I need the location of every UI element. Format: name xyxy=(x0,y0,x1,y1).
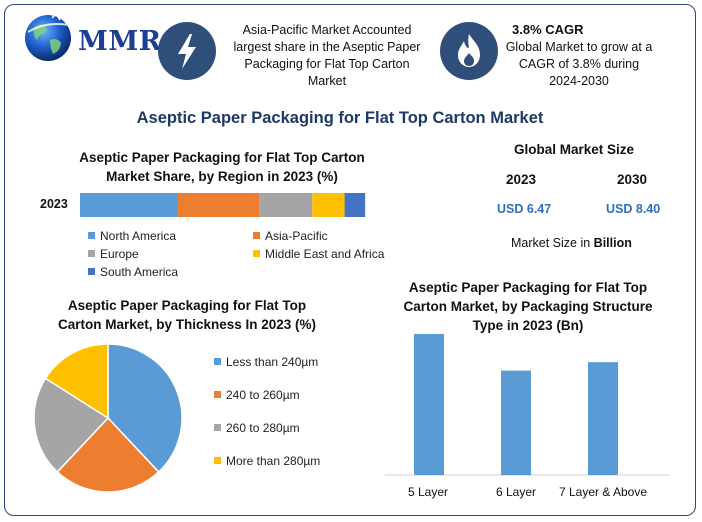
structure-bar-6-layer xyxy=(501,370,531,475)
legend-label: Less than 240µm xyxy=(226,355,319,369)
legend-middle-east-africa: Middle East and Africa xyxy=(253,247,384,261)
legend-label: 260 to 280µm xyxy=(226,421,300,435)
market-value-2030: USD 8.40 xyxy=(606,202,661,216)
market-year-2030: 2030 xyxy=(617,172,648,187)
legend-less-than-240: Less than 240µm xyxy=(214,355,318,369)
legend-label: 240 to 260µm xyxy=(226,388,300,402)
legend-swatch xyxy=(214,457,221,464)
main-title: Aseptic Paper Packaging for Flat Top Car… xyxy=(136,109,544,127)
structure-xlabel-6-layer: 6 Layer xyxy=(495,485,537,499)
legend-europe: Europe xyxy=(88,247,139,261)
region-stacked-bar xyxy=(80,193,366,217)
structure-xlabel-7-layer-above: 7 Layer & Above xyxy=(558,485,648,499)
legend-label: South America xyxy=(100,265,179,279)
legend-label: Asia-Pacific xyxy=(265,229,328,243)
legend-swatch xyxy=(214,424,221,431)
region-segment-north-america xyxy=(80,193,178,217)
region-category-label: 2023 xyxy=(40,197,68,211)
legend-260-to-280: 260 to 280µm xyxy=(214,421,300,435)
pie-slice-3 xyxy=(44,343,109,420)
market-size-note-unit: Billion xyxy=(593,236,632,250)
legend-asia-pacific: Asia-Pacific xyxy=(253,229,328,243)
legend-swatch xyxy=(88,232,95,239)
market-size-note: Market Size in Billion xyxy=(511,236,632,250)
flame-icon xyxy=(458,34,480,67)
info-text-1: Asia-Pacific Market Accounted largest sh… xyxy=(233,23,421,88)
cagr-title: 3.8% CAGR xyxy=(512,22,584,37)
legend-label: Europe xyxy=(100,247,139,261)
legend-north-america: North America xyxy=(88,229,176,243)
legend-label: Middle East and Africa xyxy=(265,247,385,261)
info-icon-circle-1 xyxy=(158,22,216,80)
legend-more-than-280: More than 280µm xyxy=(214,454,320,468)
lightning-icon xyxy=(178,34,196,69)
market-size-note-prefix: Market Size in xyxy=(511,236,594,250)
logo: MMR xyxy=(22,12,161,64)
structure-chart-title: Aseptic Paper Packaging for Flat Top Car… xyxy=(403,280,653,333)
region-segment-middle-east-and-africa xyxy=(312,193,345,217)
legend-240-to-260: 240 to 260µm xyxy=(214,388,300,402)
legend-swatch xyxy=(88,250,95,257)
legend-label: North America xyxy=(100,229,177,243)
structure-bar-5-layer xyxy=(414,333,444,475)
legend-swatch xyxy=(253,232,260,239)
thickness-chart-title: Aseptic Paper Packaging for Flat Top Car… xyxy=(57,298,317,332)
market-size-title: Global Market Size xyxy=(513,142,635,157)
legend-swatch xyxy=(253,250,260,257)
globe-icon xyxy=(25,12,75,61)
legend-south-america: South America xyxy=(88,265,178,279)
legend-swatch xyxy=(214,391,221,398)
region-chart-title: Aseptic Paper Packaging for Flat Top Car… xyxy=(79,150,365,184)
structure-bar-7-layer-above xyxy=(588,362,618,475)
structure-xlabel-5-layer: 5 Layer xyxy=(407,485,449,499)
legend-swatch xyxy=(88,268,95,275)
pie-slice-0 xyxy=(107,343,183,474)
legend-swatch xyxy=(214,358,221,365)
pie-slice-2 xyxy=(33,377,110,474)
region-segment-south-america xyxy=(344,193,366,217)
market-value-2023: USD 6.47 xyxy=(497,202,552,216)
structure-bar-chart xyxy=(385,333,670,476)
thickness-pie-chart xyxy=(33,343,183,493)
info-text-2: Global Market to grow at a CAGR of 3.8% … xyxy=(505,40,653,88)
logo-text: MMR xyxy=(78,26,162,57)
market-year-2023: 2023 xyxy=(506,172,537,187)
legend-label: More than 280µm xyxy=(226,454,321,468)
region-segment-asia-pacific xyxy=(177,193,260,217)
region-segment-europe xyxy=(259,193,313,217)
pie-slice-1 xyxy=(56,416,160,493)
info-icon-circle-2 xyxy=(440,22,498,80)
